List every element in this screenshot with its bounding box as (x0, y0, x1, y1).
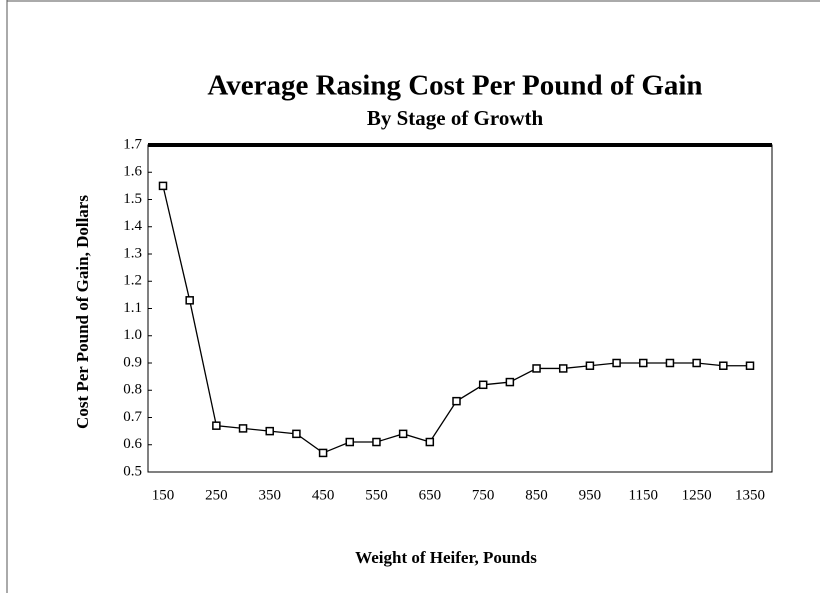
x-tick-label: 950 (579, 487, 602, 503)
point (398, 429, 408, 439)
point (558, 364, 568, 373)
point (692, 358, 701, 368)
point (372, 437, 381, 447)
chart-subtitle: By Stage of Growth (367, 106, 544, 130)
point (238, 424, 248, 433)
x-tick-label: 1150 (629, 487, 658, 503)
point (478, 380, 488, 390)
x-tick-label: 350 (258, 487, 281, 503)
x-tick-label: 750 (472, 487, 495, 503)
y-tick-label: 1.1 (123, 300, 142, 316)
point (639, 358, 648, 368)
point (158, 181, 168, 191)
x-tick-label: 1350 (735, 487, 765, 503)
y-tick-label: 0.8 (123, 382, 142, 398)
plot-frame (147, 144, 773, 473)
y-tick-label: 1.2 (123, 273, 142, 289)
point (318, 448, 328, 458)
chart-title: Average Rasing Cost Per Pound of Gain (207, 70, 702, 102)
point (745, 361, 755, 370)
x-tick-label: 550 (365, 487, 388, 503)
x-tick-label: 850 (525, 487, 548, 503)
point (612, 358, 621, 368)
x-tick-label: 1250 (682, 487, 712, 503)
x-tick-label: 150 (152, 487, 175, 503)
point (585, 361, 595, 370)
point (265, 426, 274, 436)
x-axis-label: Weight of Heifer, Pounds (355, 548, 537, 567)
x-tick-label: 450 (312, 487, 335, 503)
point (505, 377, 515, 387)
y-tick-label: 1.0 (123, 327, 142, 343)
y-tick-label: 1.4 (123, 218, 142, 234)
line (162, 185, 750, 454)
y-tick-label: 1.5 (123, 191, 142, 207)
point (292, 429, 301, 439)
x-tick-label: 250 (205, 487, 228, 503)
point (185, 296, 194, 305)
y-tick-label: 0.6 (123, 436, 142, 452)
point (665, 358, 675, 368)
x-tick-label: 650 (419, 487, 442, 503)
point (345, 437, 355, 447)
y-tick-label: 0.5 (123, 463, 142, 479)
point (719, 361, 728, 370)
point (452, 396, 461, 406)
y-axis-label: Cost Per Pound of Gain, Dollars (73, 195, 92, 429)
y-tick-label: 0.7 (123, 409, 142, 425)
y-tick-label: 1.6 (123, 164, 142, 180)
point (532, 364, 541, 373)
y-tick-label: 1.7 (123, 136, 142, 152)
y-tick-label: 1.3 (123, 245, 142, 261)
point (425, 437, 435, 447)
point (212, 421, 221, 430)
y-tick-label: 0.9 (123, 354, 142, 370)
